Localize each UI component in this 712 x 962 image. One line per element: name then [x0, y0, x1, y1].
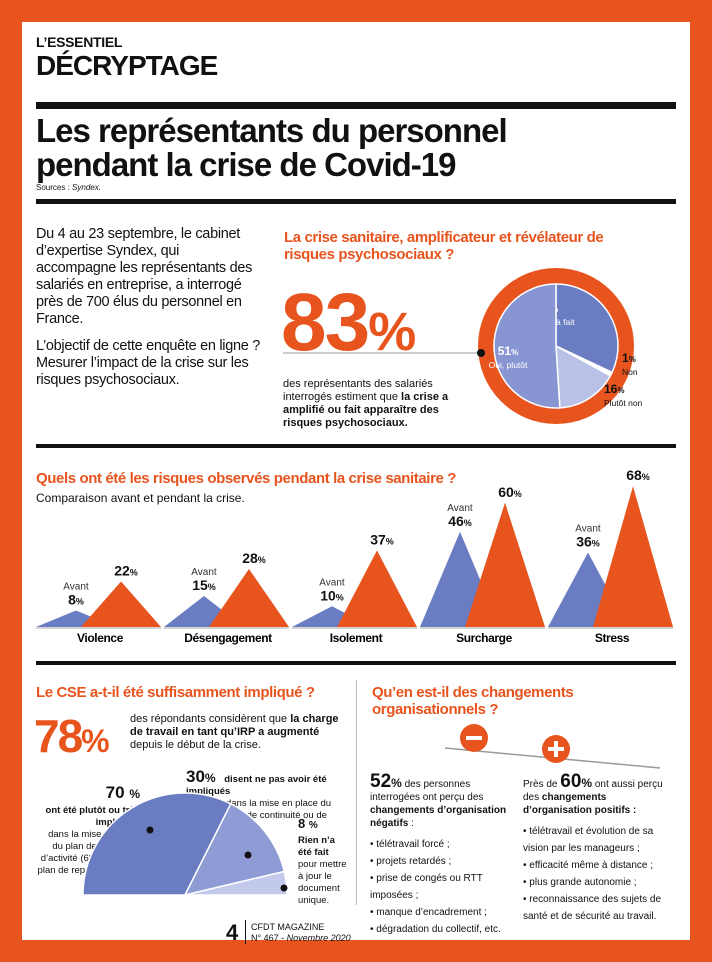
value: 83 [281, 277, 370, 368]
cse-label: 8 % Rien n’a été fait pour mettre à jour… [298, 815, 350, 907]
label-lead: ont été plutôt ou très impliqués [45, 805, 140, 828]
list-item: efficacité même à distance ; [523, 857, 678, 874]
unit: % [81, 723, 109, 759]
list-item: manque d’encadrement ; [370, 904, 515, 921]
text: des répondants considèrent que [130, 713, 288, 725]
text-bold: la crise a amplifié ou fait apparaître d… [283, 391, 449, 429]
date: Novembre 2020 [286, 933, 351, 943]
label-lead: Rien n’a été fait [298, 835, 335, 858]
sources-value: Syndex. [72, 183, 101, 192]
big-number: 83% [281, 282, 416, 373]
page-number: 4 [226, 920, 239, 945]
sources: Sources : Syndex. [36, 183, 101, 192]
title: Les représentants du personnel pendant l… [36, 112, 508, 183]
text: des personnes interrogées ont perçu des [370, 779, 484, 803]
psycho-text: des représentants des salariés interrogé… [283, 378, 458, 430]
label-text: pour mettre à jour le document unique. [298, 859, 347, 906]
text-bold: changements d’organisation négatifs [370, 805, 507, 829]
unit: % [391, 776, 402, 790]
text: ont aussi perçu des [523, 779, 663, 803]
value: 60 [560, 771, 582, 792]
list: télétravail et évolution de sa vision pa… [523, 823, 678, 925]
label-value: 30% [186, 767, 216, 786]
rule [36, 102, 676, 109]
list-item: projets retardés ; [370, 853, 515, 870]
positive-block: Près de 60% ont aussi perçu des changeme… [523, 772, 678, 925]
unit: % [204, 771, 216, 785]
label-text: dans la mise en place du plan de continu… [37, 829, 140, 888]
value: 8 [298, 816, 306, 831]
text: des représentants des salariés interrogé… [283, 378, 433, 403]
rule [36, 444, 676, 448]
heading: Quels ont été les risques observés penda… [36, 470, 456, 487]
heading: Le CSE a-t-il été suffisamment impliqué … [36, 684, 315, 701]
value: 30 [186, 767, 205, 786]
label-value: 70 % [36, 782, 140, 805]
unit: % [368, 302, 416, 362]
intro-paragraph: L’objectif de cette enquête en ligne ? M… [36, 338, 261, 388]
kicker: L’ESSENTIEL [36, 34, 123, 50]
list-item: télétravail forcé ; [370, 836, 515, 853]
text-bold: la charge de travail en tant qu’IRP a au… [130, 713, 339, 738]
rule [36, 199, 676, 204]
value: 78 [34, 710, 83, 762]
list-item: reconnaissance des sujets de santé et de… [523, 891, 678, 925]
magazine: CFDT MAGAZINE [251, 922, 325, 932]
intro-paragraph: Du 4 au 23 septembre, le cabinet d’exper… [36, 226, 253, 327]
big-number: 78% [34, 710, 110, 764]
negative-block: 52% des personnes interrogées ont perçu … [370, 772, 515, 938]
text-bold: changements d’organisation positifs : [523, 792, 637, 816]
cse-label: 70 % ont été plutôt ou très impliqués dan… [36, 782, 140, 889]
heading: La crise sanitaire, amplificateur et rév… [284, 229, 604, 263]
unit: % [581, 776, 593, 790]
list-item: télétravail et évolution de sa vision pa… [523, 823, 678, 857]
label-lead: disent ne pas avoir été impliqués [186, 774, 327, 797]
list: télétravail forcé ;projets retardés ;pri… [370, 836, 515, 938]
intro: Du 4 au 23 septembre, le cabinet d’exper… [36, 226, 261, 399]
divider [356, 680, 357, 905]
list-item: dégradation du collectif, etc. [370, 921, 515, 938]
list-item: plus grande autonomie ; [523, 874, 678, 891]
unit: % [129, 787, 140, 801]
section: DÉCRYPTAGE [36, 50, 218, 81]
label-value: 8 % [298, 815, 350, 835]
text-end: depuis le début de la crise. [130, 739, 261, 751]
heading: Qu’en est-il des changements organisatio… [372, 684, 574, 718]
subtitle: Comparaison avant et pendant la crise. [36, 491, 245, 505]
value: 52 [370, 771, 392, 792]
cse-text: des répondants considèrent que la charge… [130, 713, 345, 752]
issue-line: N° 467 - Novembre 2020 [251, 933, 351, 944]
text-end: : [411, 818, 414, 829]
issue: N° 467 - [251, 933, 285, 943]
sources-label: Sources : [36, 183, 70, 192]
value: 70 [105, 783, 125, 802]
rule [36, 661, 676, 665]
divider [245, 920, 246, 944]
footer-text: CFDT MAGAZINE N° 467 - Novembre 2020 [251, 922, 351, 944]
list-item: prise de congés ou RTT imposées ; [370, 870, 515, 904]
unit: % [308, 820, 318, 831]
prefix: Près de [523, 779, 558, 790]
